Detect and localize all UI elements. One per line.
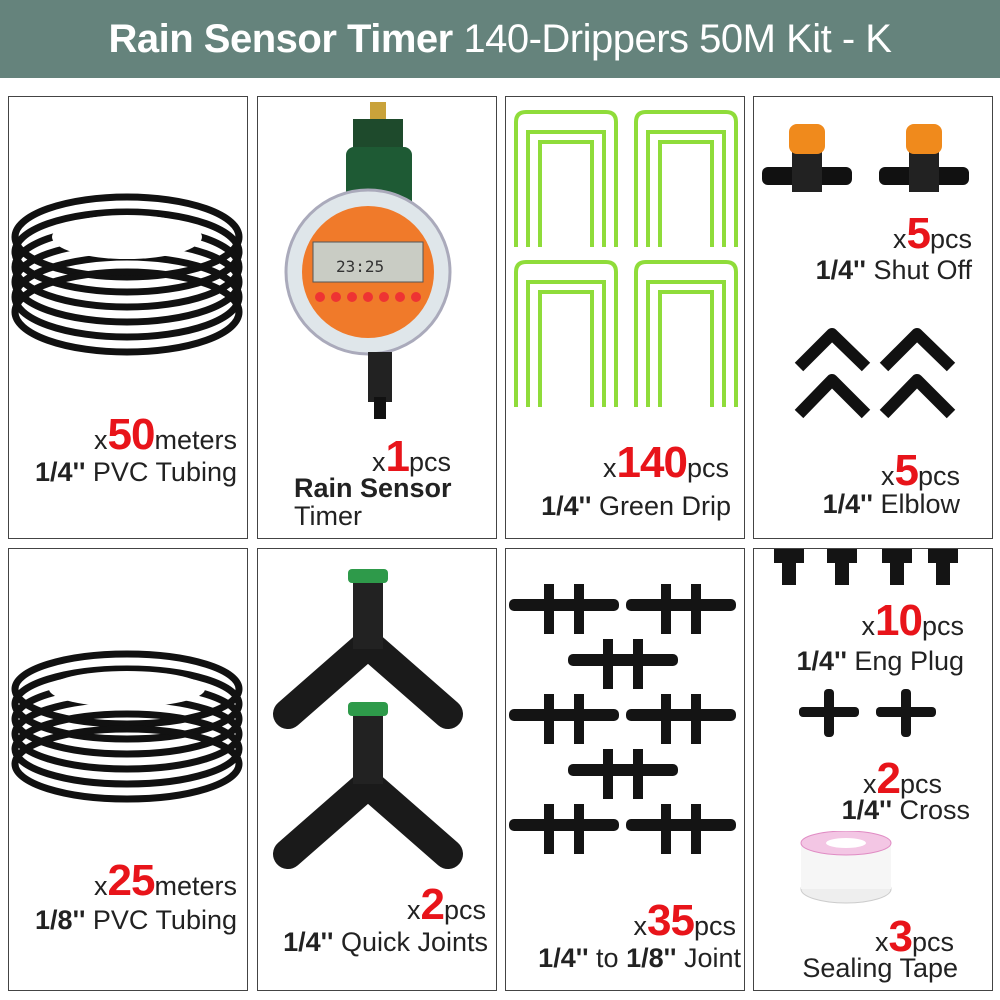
item-cell-quick-joints: x2pcs 1/4'' Quick Joints [257, 548, 497, 991]
item-cell-rain-sensor-timer: 23:25 x1pcs Rain Sensor Timer [257, 96, 497, 539]
elbow-fitting-image [794, 328, 956, 419]
quantity-label: x5pcs [880, 446, 960, 495]
description-label: 1/4'' Elblow [822, 489, 960, 519]
quantity-label: x10pcs [861, 596, 964, 645]
description-label: 1/4'' Green Drip [541, 491, 731, 521]
quantity-label: x2pcs [406, 880, 486, 929]
quantity-label: x140pcs [603, 438, 729, 487]
quantity-label: x50meters [94, 410, 237, 459]
green-dripper-image [514, 110, 738, 407]
timer-image: 23:25 [284, 102, 452, 419]
tee-joint-image [509, 584, 736, 854]
end-plug-image [774, 549, 958, 585]
tubing-coil-image [11, 193, 243, 356]
quantity-label: x1pcs [371, 432, 451, 481]
item-cell-shutoff-elbow: x5pcs 1/4'' Shut Off x5pcs 1/4'' Elblow [753, 96, 993, 539]
timer-display-text: 23:25 [336, 257, 384, 276]
description-label: 1/4'' to 1/8'' Joint [538, 943, 741, 973]
description-label: 1/4'' Cross [841, 795, 970, 825]
item-cell-plug-cross-tape: x10pcs 1/4'' Eng Plug x2pcs 1/4'' Cross … [753, 548, 993, 991]
product-name-label: Rain Sensor [294, 473, 452, 503]
description-label: 1/4'' Eng Plug [796, 646, 964, 676]
quantity-label: x3pcs [874, 912, 954, 961]
title-bold: Rain Sensor Timer [108, 17, 454, 61]
title-rest: 140-Drippers 50M Kit - K [452, 17, 892, 61]
item-cell-green-drip: x140pcs 1/4'' Green Drip [505, 96, 745, 539]
shutoff-valve-image [762, 124, 969, 192]
tubing-coil-image [11, 650, 243, 803]
product-subname-label: Timer [294, 501, 362, 531]
quick-joint-image [273, 569, 463, 869]
description-label: Sealing Tape [802, 953, 958, 983]
sealing-tape-image [800, 831, 892, 904]
quantity-label: x35pcs [633, 896, 736, 945]
quantity-label: x2pcs [862, 754, 942, 803]
cross-fitting-image [799, 689, 936, 737]
description-label: 1/4'' Shut Off [815, 255, 972, 285]
description-label: 1/8'' PVC Tubing [35, 905, 237, 935]
item-cell-pvc-tubing-25m: x25meters 1/8'' PVC Tubing [8, 548, 248, 991]
item-cell-pvc-tubing-50m: x50meters 1/4'' PVC Tubing [8, 96, 248, 539]
quantity-label: x25meters [94, 856, 237, 905]
description-label: 1/4'' Quick Joints [283, 927, 488, 957]
title-banner: Rain Sensor Timer 140-Drippers 50M Kit -… [0, 0, 1000, 78]
item-cell-reducer-joints: x35pcs 1/4'' to 1/8'' Joint [505, 548, 745, 991]
quantity-label: x5pcs [892, 209, 972, 258]
description-label: 1/4'' PVC Tubing [35, 457, 237, 487]
